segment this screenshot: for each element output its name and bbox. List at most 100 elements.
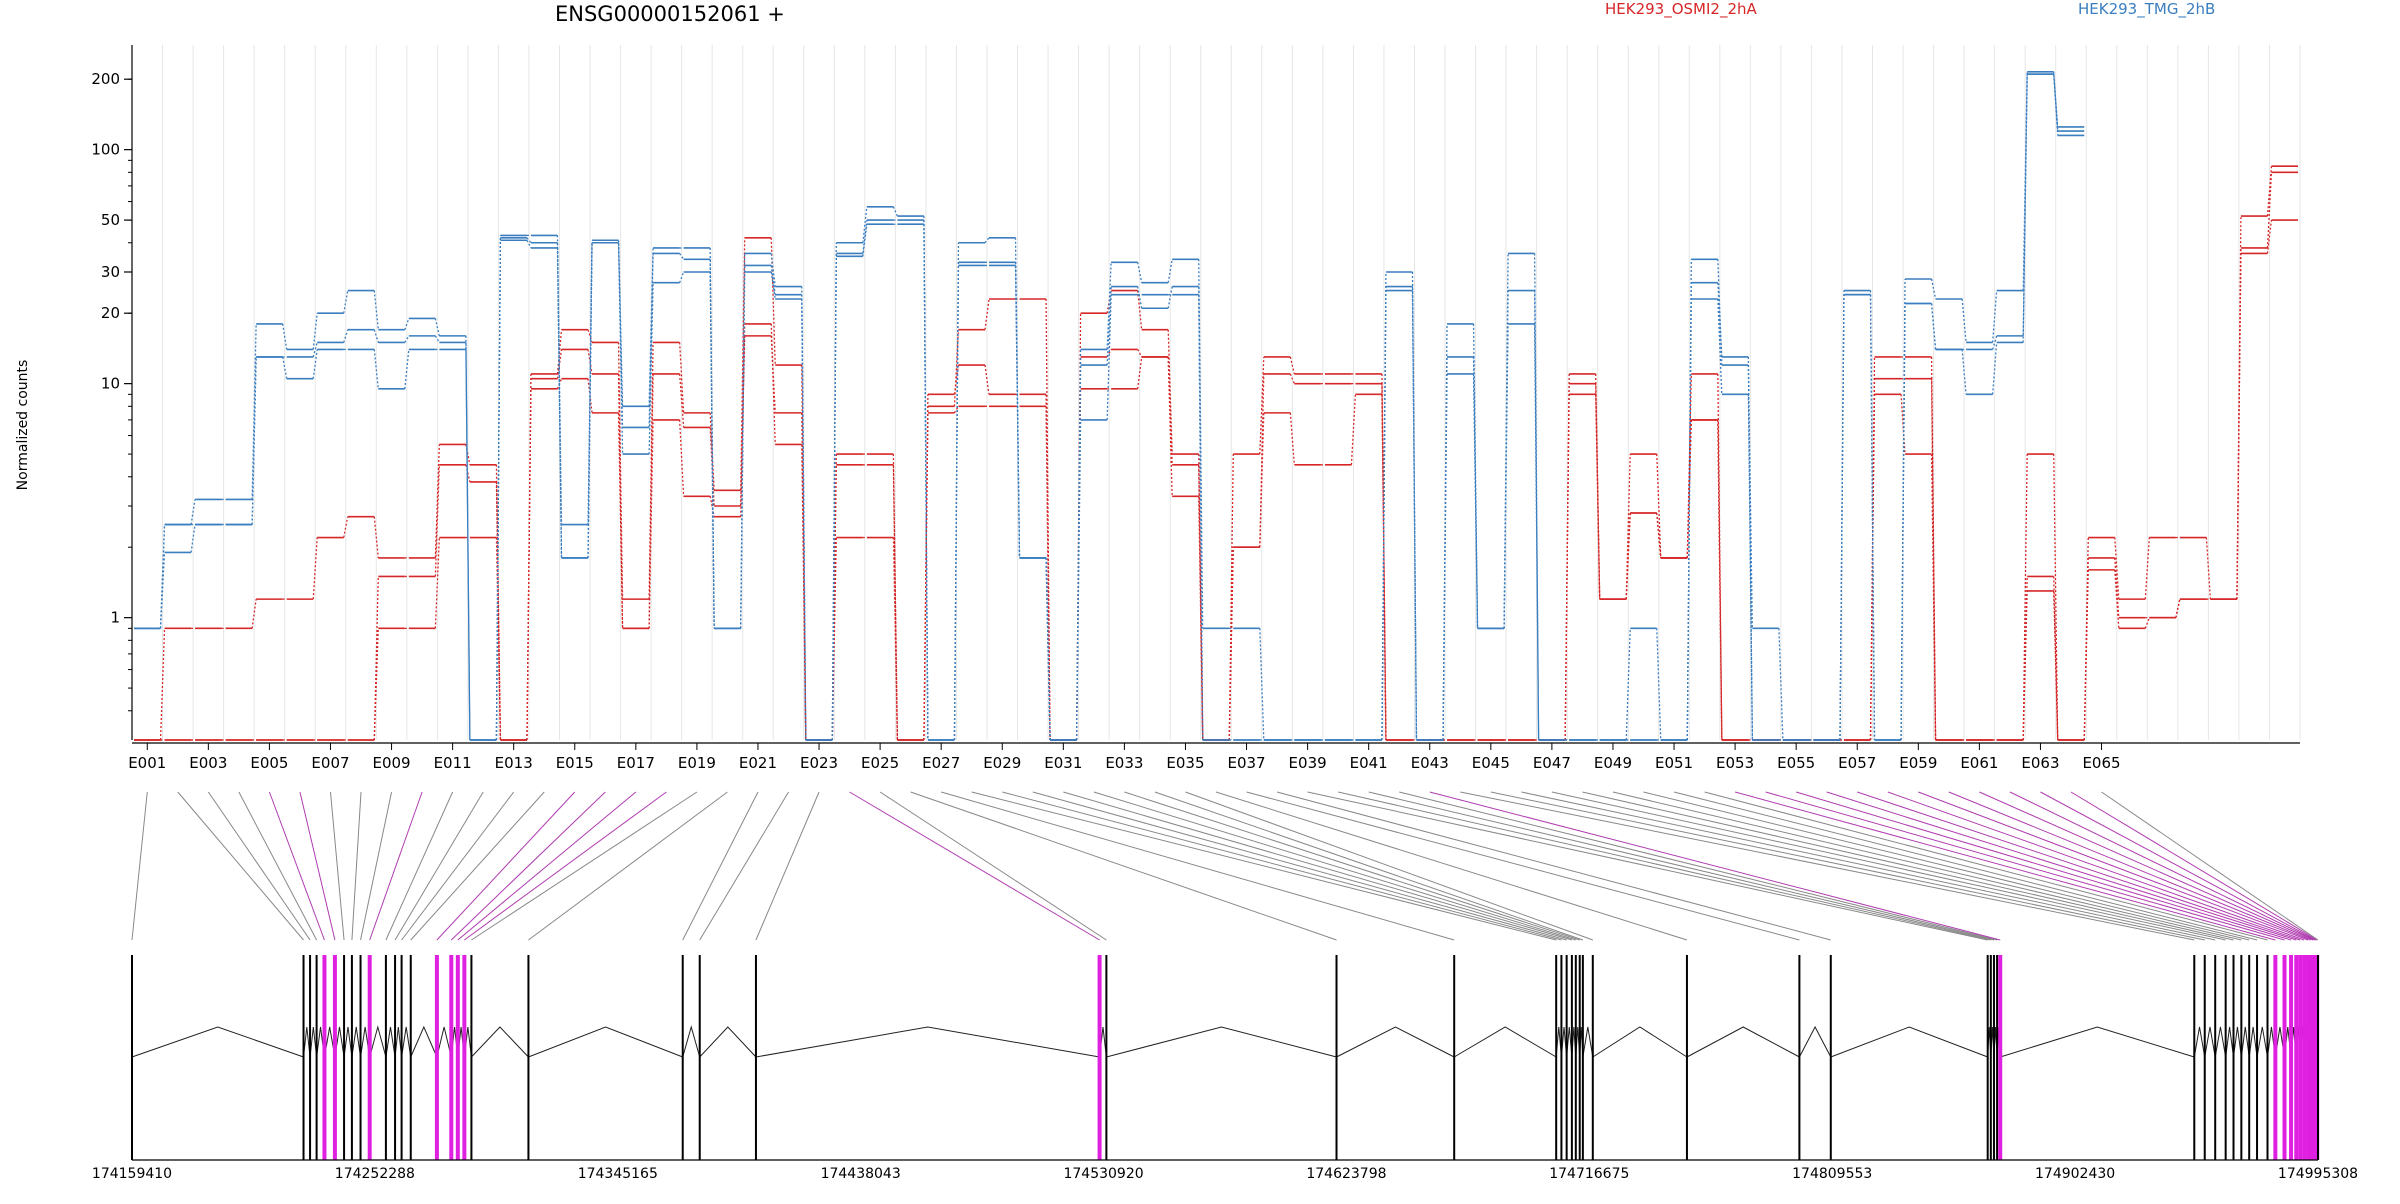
exon — [527, 955, 530, 1160]
connector-line — [1460, 791, 2195, 941]
exon-highlighted — [1097, 955, 1102, 1160]
x-tick-label: E015 — [556, 754, 594, 772]
intron-line — [394, 1026, 403, 1058]
series-steps — [134, 219, 2298, 741]
exon — [681, 955, 684, 1160]
connector-line — [1276, 791, 1831, 941]
connector-line — [2040, 791, 2317, 941]
x-tick-label: E001 — [128, 754, 166, 772]
connector-line — [1429, 791, 2001, 941]
intron-line — [2233, 1026, 2242, 1058]
x-tick-label: E059 — [1899, 754, 1937, 772]
connector-line — [1032, 791, 1567, 941]
connector-line — [207, 791, 311, 941]
connector-line — [436, 791, 576, 941]
intron-line — [682, 1025, 701, 1058]
connector-line — [329, 791, 345, 941]
connector-line — [351, 791, 362, 941]
series-2 — [134, 171, 2298, 741]
connector-line — [1368, 791, 1995, 941]
connector-line — [2070, 791, 2318, 941]
x-tick-label: E033 — [1105, 754, 1143, 772]
intron-line — [2248, 1026, 2258, 1058]
exon — [1996, 955, 1999, 1160]
x-tick-label: E045 — [1472, 754, 1510, 772]
exon — [1989, 955, 1992, 1160]
connector-line — [1704, 791, 2268, 941]
exon — [754, 955, 757, 1160]
x-tick-label: E011 — [434, 754, 472, 772]
y-tick-label: 20 — [101, 304, 120, 322]
x-tick-label: E065 — [2082, 754, 2120, 772]
connector-line — [131, 791, 148, 941]
series-steps — [134, 171, 2298, 741]
connector-line — [1734, 791, 2276, 941]
connector-line — [1063, 791, 1573, 941]
exon — [1105, 955, 1108, 1160]
connector-line — [464, 791, 667, 941]
x-tick-label: E063 — [2021, 754, 2059, 772]
connector-line — [299, 791, 336, 941]
connector-line — [2009, 791, 2315, 941]
exon — [343, 955, 346, 1160]
x-tick-label: E007 — [311, 754, 349, 772]
intron-line — [401, 1026, 412, 1058]
intron-line — [385, 1026, 396, 1058]
connector-line — [268, 791, 325, 941]
connector-line — [1918, 791, 2309, 941]
genomic-tick-label: 174159410 — [92, 1166, 172, 1182]
intron-line — [1106, 1026, 1337, 1058]
connector-line — [849, 791, 1100, 941]
connector-line — [1307, 791, 1988, 941]
intron-line — [351, 1026, 362, 1058]
series-steps — [134, 73, 2085, 741]
exon-highlighted — [455, 955, 460, 1160]
intron-line — [1830, 1026, 1988, 1058]
exon-highlighted — [2294, 955, 2299, 1160]
x-tick-label: E017 — [617, 754, 655, 772]
exon — [1581, 955, 1584, 1160]
connector-line — [682, 791, 759, 941]
exon — [1685, 955, 1688, 1160]
x-tick-label: E051 — [1655, 754, 1693, 772]
exon — [309, 955, 312, 1160]
x-tick-label: E039 — [1289, 754, 1327, 772]
exon-highlighted — [2308, 955, 2313, 1160]
genomic-tick-label: 174345165 — [578, 1166, 658, 1182]
exon — [1986, 955, 1989, 1160]
genomic-axis: 174159410 174252288 174345165 174438043 1745… — [92, 1159, 2358, 1182]
exon-highlighted — [2282, 955, 2287, 1160]
intron-line — [343, 1026, 353, 1058]
connector-line — [1826, 791, 2297, 941]
connector-line — [879, 791, 1107, 941]
connector-line — [1582, 791, 2234, 941]
intron-line — [303, 1026, 311, 1058]
exon-highlighted — [1998, 955, 2003, 1160]
x-tick-label: E061 — [1960, 754, 1998, 772]
x-tick-label: E019 — [678, 754, 716, 772]
exon — [1555, 955, 1558, 1160]
connector-line — [1490, 791, 2205, 941]
exon — [315, 955, 318, 1160]
exon-highlighted — [449, 955, 454, 1160]
intron-line — [699, 1026, 757, 1058]
intron-line — [309, 1026, 318, 1058]
exon — [1578, 955, 1581, 1160]
exon-connectors — [131, 791, 2319, 941]
exon — [1591, 955, 1594, 1160]
connector-line — [177, 791, 304, 941]
y-axis-label: Normalized counts — [15, 359, 31, 491]
connector-line — [1857, 791, 2301, 941]
exon-highlighted — [2302, 955, 2307, 1160]
connector-line — [1399, 791, 1998, 941]
connector-line — [450, 791, 606, 941]
connector-line — [457, 791, 637, 941]
connector-line — [1215, 791, 1688, 941]
connector-line — [1002, 791, 1562, 941]
exon — [2224, 955, 2227, 1160]
connector-line — [1948, 791, 2311, 941]
intron-line — [1582, 1026, 1594, 1058]
connector-line — [941, 791, 1455, 941]
